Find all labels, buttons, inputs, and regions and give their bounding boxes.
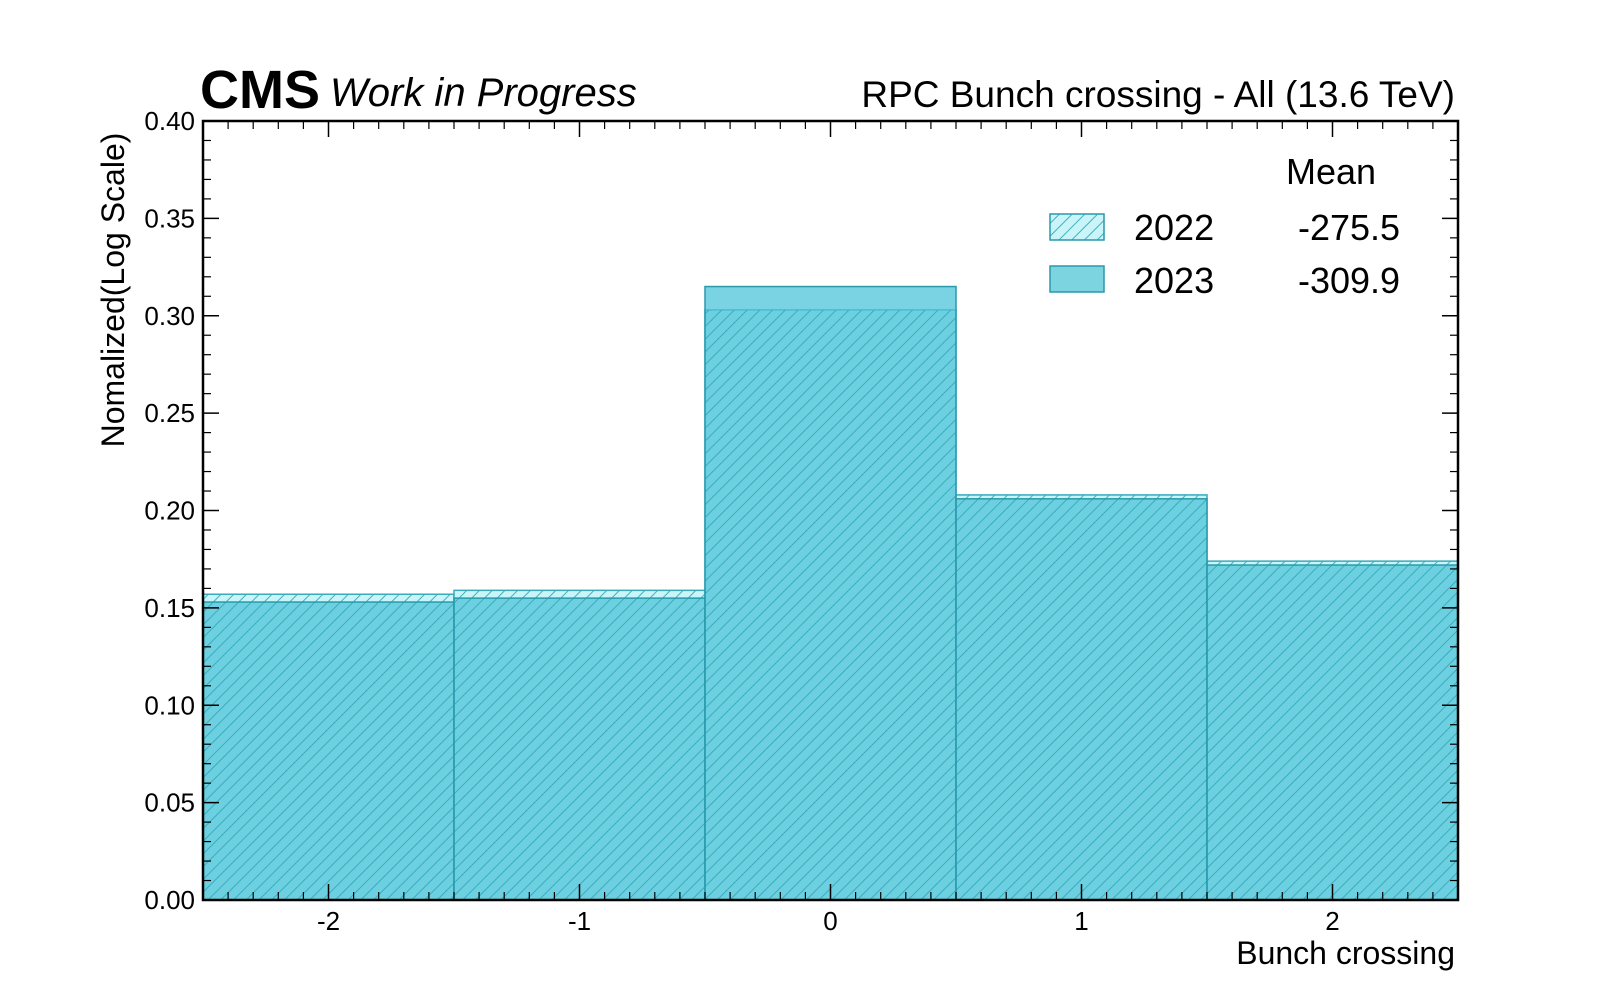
legend-swatch-2023 [1049, 265, 1105, 293]
bar-hatch-overlay-bin-1 [454, 598, 705, 900]
x-tick-label: -1 [568, 906, 591, 936]
x-axis-title: Bunch crossing [1236, 935, 1455, 971]
cms-label: CMS [200, 60, 320, 120]
y-tick-label: 0.40 [144, 106, 195, 136]
status-label: Work in Progress [330, 71, 637, 115]
bar-hatch-overlay-bin-0 [203, 602, 454, 900]
y-tick-label: 0.10 [144, 690, 195, 720]
legend: Mean 2022 -275.5 2023 -309.9 [1049, 151, 1400, 301]
legend-swatch-2022 [1049, 213, 1105, 241]
y-tick-label: 0.25 [144, 398, 195, 428]
x-tick-label: 2 [1325, 906, 1339, 936]
y-tick-label: 0.35 [144, 203, 195, 233]
legend-mean-2022: -275.5 [1298, 207, 1400, 248]
bar-hatch-overlay-bin-3 [956, 498, 1207, 900]
y-tick-label: 0.05 [144, 788, 195, 818]
legend-label-2023: 2023 [1134, 260, 1214, 301]
y-tick-label: 0.15 [144, 593, 195, 623]
legend-mean-2023: -309.9 [1298, 260, 1400, 301]
chart-title: RPC Bunch crossing - All (13.6 TeV) [861, 74, 1455, 115]
bar-hatch-overlay-bin-4 [1207, 565, 1458, 900]
x-tick-label: 1 [1074, 906, 1088, 936]
bars-layer [202, 285, 1459, 901]
y-axis-title: Nomalized(Log Scale) [95, 133, 131, 448]
x-tick-label: -2 [317, 906, 340, 936]
x-tick-label: 0 [823, 906, 837, 936]
y-tick-label: 0.00 [144, 885, 195, 915]
legend-header: Mean [1286, 151, 1376, 192]
y-tick-label: 0.30 [144, 301, 195, 331]
bar-hatch-overlay-bin-2 [705, 309, 956, 901]
axes-layer: 0.00 0.05 0.10 0.15 0.20 0.25 0.30 0.35 0.40 -2 -1… [144, 106, 1460, 936]
legend-label-2022: 2022 [1134, 207, 1214, 248]
y-tick-label: 0.20 [144, 496, 195, 526]
